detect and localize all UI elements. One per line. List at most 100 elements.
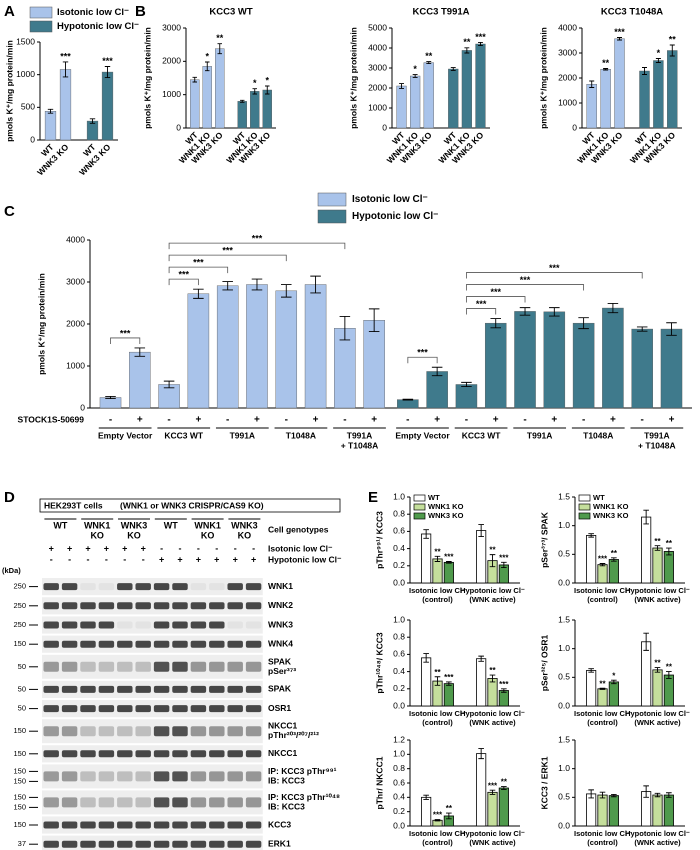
blot-band (172, 583, 188, 591)
kda-marker: 150 (13, 766, 26, 775)
genotype-heading: Cell genotypes (268, 524, 329, 534)
y-tick-label: 1.5 (558, 734, 570, 744)
blot-band (43, 726, 59, 737)
x-tick-label: Hypotonic low Cl⁻ (460, 709, 525, 718)
bar (215, 48, 225, 129)
construct-label: T991A (347, 430, 373, 440)
bar (653, 60, 664, 129)
x-tick-label: - (226, 415, 229, 426)
legend-swatch (413, 494, 426, 502)
blot-band (153, 602, 170, 610)
significance: *** (444, 673, 454, 682)
error-bar (193, 288, 204, 299)
blot-band (190, 750, 207, 758)
blot-band (43, 771, 59, 782)
x-tick-label: + (137, 415, 143, 426)
legend-label: WNK3 KO (593, 511, 629, 520)
kda-marker: 150 (13, 802, 26, 811)
blot-band (61, 771, 78, 782)
blot-band (153, 621, 170, 629)
blot-band (227, 583, 243, 591)
y-tick-label: 0.8 (393, 508, 405, 518)
y-tick-label: 0 (80, 402, 85, 412)
error-bar (134, 347, 146, 357)
error-bar (104, 66, 111, 79)
legend-label: WT (428, 493, 440, 502)
blot-band (209, 602, 225, 610)
condition-sign: - (68, 554, 71, 564)
significance: ** (489, 666, 496, 675)
error-bar (450, 67, 456, 71)
significance: *** (444, 553, 454, 562)
error-bar (461, 381, 472, 388)
significance: *** (488, 781, 498, 790)
bar (396, 85, 407, 129)
x-tick-label: Hypotonic low Cl⁻ (625, 829, 690, 838)
bar (543, 311, 566, 409)
bar (660, 328, 683, 409)
x-tick-label: Isotonic low Cl⁻ (574, 829, 631, 838)
blot-band (172, 726, 188, 737)
legend-label: WNK1 KO (593, 502, 629, 511)
genotype-label: WNK1 (194, 520, 221, 530)
y-tick-label: 0.4 (393, 543, 405, 553)
band-label: IP: KCC3 pThr¹⁰⁴⁸ (268, 792, 340, 802)
bar (246, 284, 268, 409)
error-bar (399, 83, 404, 89)
blot-band (98, 705, 115, 713)
header-text: HEK293T cells (44, 500, 103, 510)
blot-band (43, 583, 59, 591)
condition-sign: + (67, 543, 72, 553)
blot-band (153, 705, 170, 713)
blot-strip (42, 616, 263, 634)
legend-swatch (29, 20, 53, 33)
blot-band (117, 726, 133, 737)
blot-band (227, 640, 243, 648)
significance: *** (499, 553, 509, 562)
blot-band (80, 726, 96, 737)
kda-marker: 250 (13, 601, 26, 610)
y-tick-label: 3000 (368, 62, 387, 72)
kda-unit: (kDa) (2, 566, 21, 575)
x-tick-label: Isotonic low Cl⁻ (574, 709, 631, 718)
kda-marker: 150 (13, 776, 26, 785)
bar (586, 793, 597, 827)
x-tick-label: Isotonic low Cl⁻ (409, 829, 466, 838)
legend-label: Isotonic low Cl⁻ (352, 194, 428, 205)
error-bar (501, 688, 507, 693)
blot-band (227, 797, 243, 808)
blot-band (245, 821, 262, 829)
error-bar (464, 47, 470, 54)
bar (608, 681, 619, 707)
error-bar (446, 561, 452, 564)
band-label: pSer³⁷³ (268, 666, 296, 676)
x-tick-label: + (551, 415, 557, 426)
condition-sign: - (87, 554, 90, 564)
y-axis-label: pmols K⁺/mg protein/min (4, 40, 14, 142)
error-bar (589, 80, 595, 88)
x-tick-label: Hypotonic low Cl⁻ (460, 829, 525, 838)
condition-sign: + (214, 554, 219, 564)
significance: *** (475, 32, 486, 42)
construct-label: KCC3 WT (462, 430, 502, 440)
bar (667, 50, 678, 129)
condition-sign: - (123, 554, 126, 564)
bracket (110, 337, 141, 344)
y-axis-label: pmols K⁺/mg protein/min (348, 27, 358, 129)
error-bar (192, 76, 197, 83)
error-bar (251, 278, 263, 291)
band-label: WNK2 (268, 600, 293, 610)
condition-sign: - (160, 543, 163, 553)
y-tick-label: 1500 (16, 36, 35, 46)
blot-band (227, 661, 243, 672)
error-bar (654, 792, 661, 798)
y-tick-label: 0 (572, 122, 577, 132)
blot-band (172, 661, 188, 672)
band-label: WNK4 (268, 638, 293, 648)
error-bar (666, 671, 672, 679)
legend-swatch (29, 6, 53, 19)
blot-band (80, 821, 96, 829)
error-bar (666, 792, 672, 798)
error-bar (310, 275, 321, 294)
x-tick-label: + (610, 415, 616, 426)
